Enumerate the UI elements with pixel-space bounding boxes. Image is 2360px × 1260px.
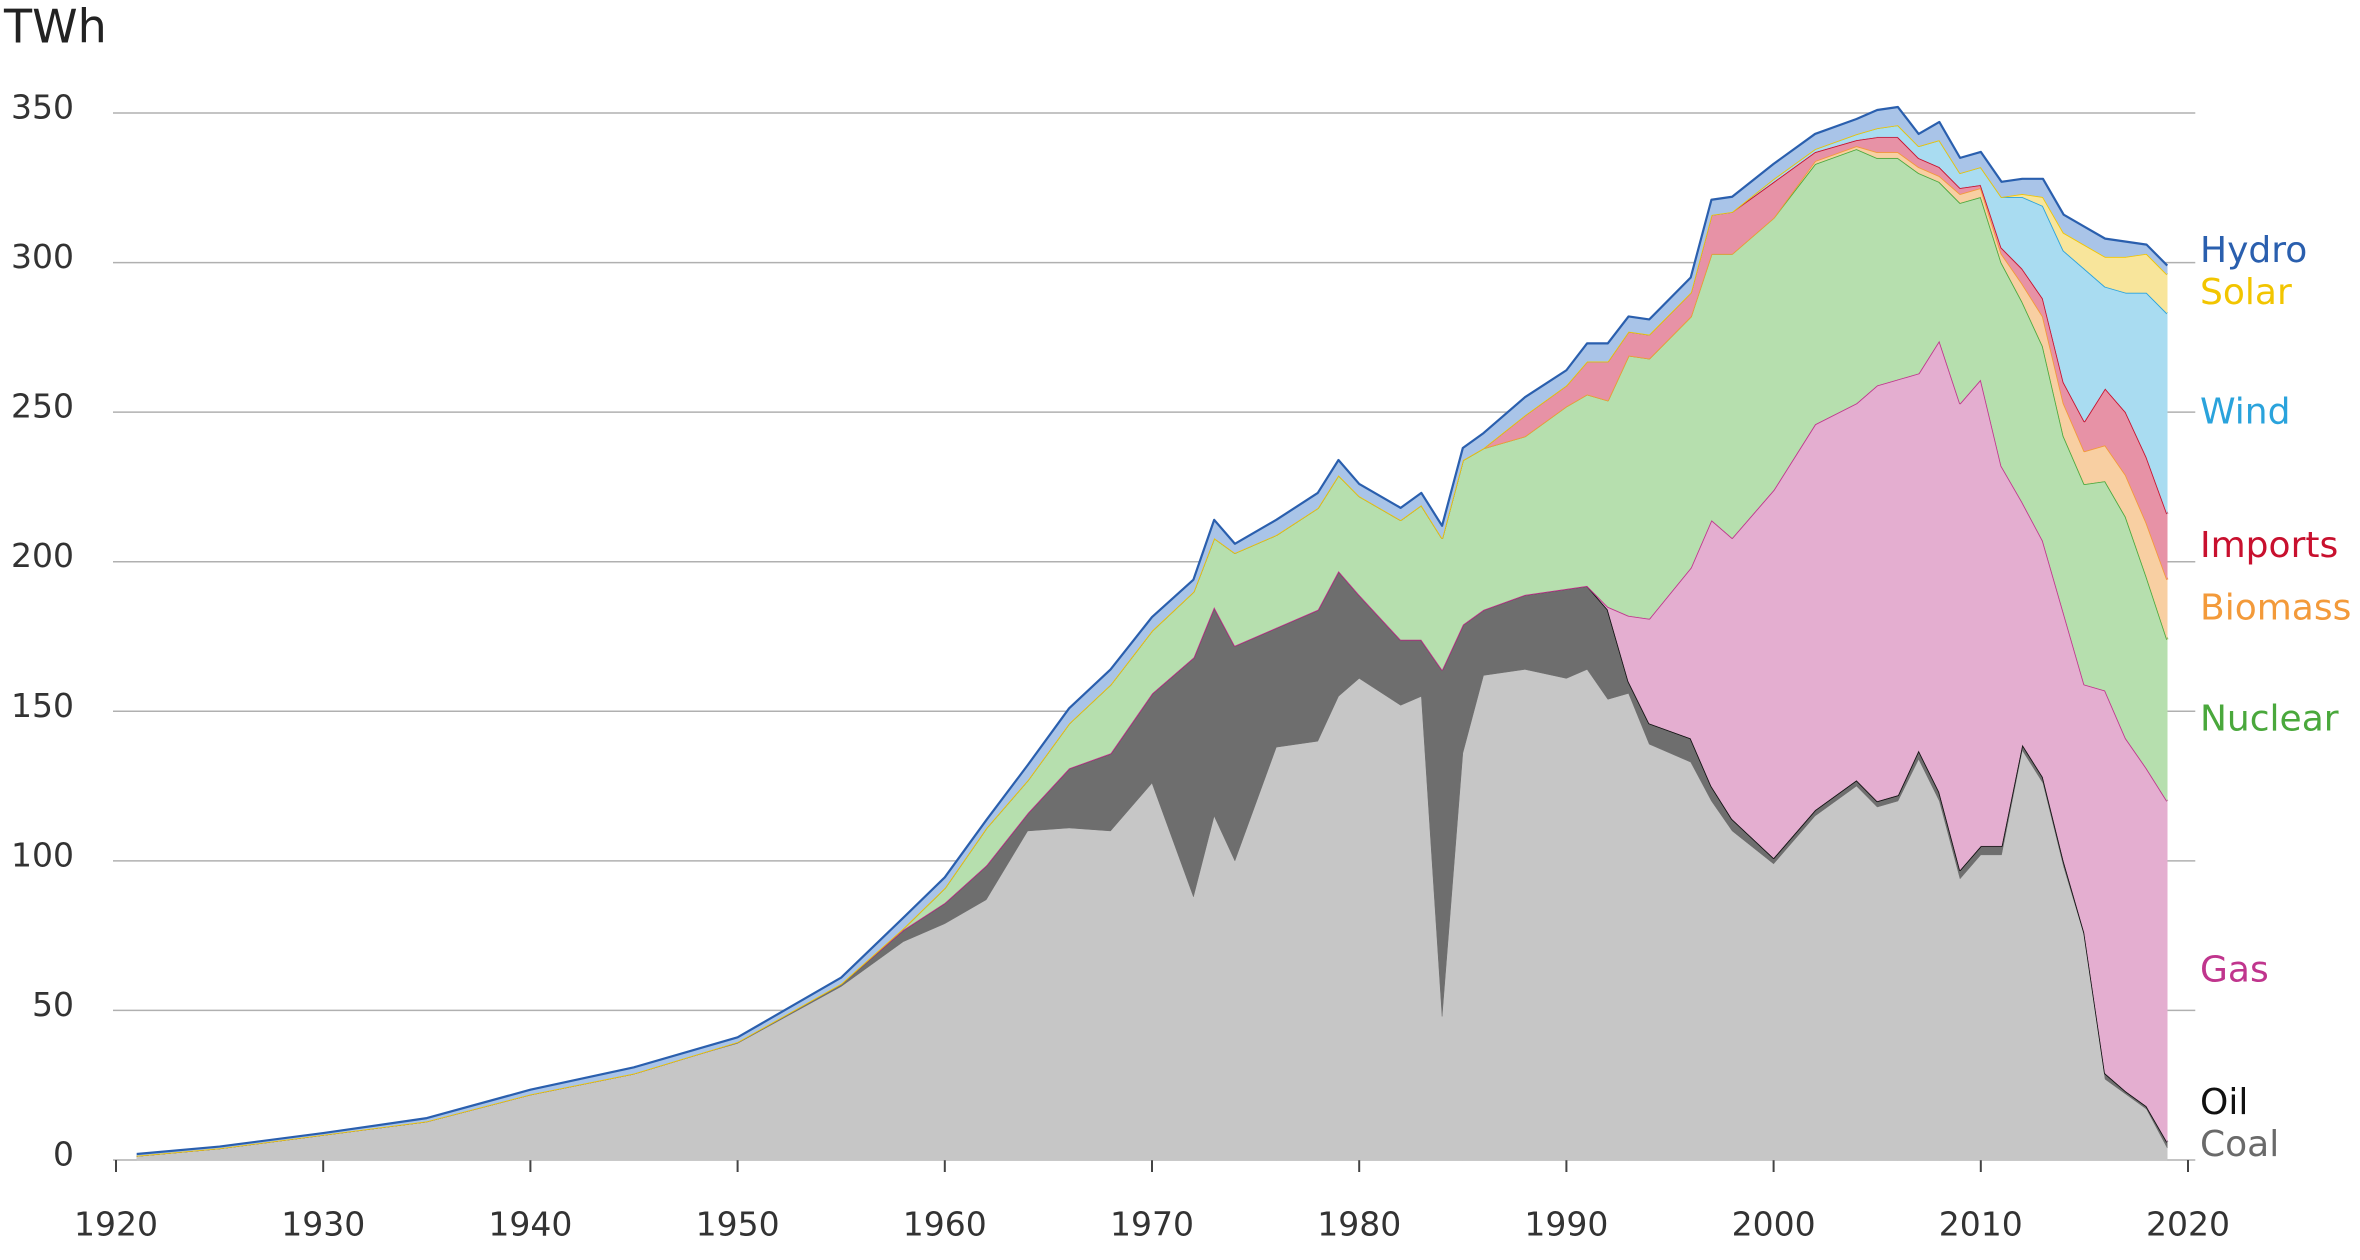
x-tick-label: 1920 [74,1205,158,1244]
x-tick-label: 1930 [281,1205,365,1244]
legend-label: Wind [2200,392,2290,433]
legend-label: Nuclear [2200,698,2339,739]
x-tick-label: 1990 [1524,1205,1608,1244]
x-tick-label: 1940 [488,1205,572,1244]
x-tick-label: 1950 [696,1205,780,1244]
y-tick-label: 100 [11,835,74,874]
y-tick-label: 300 [11,237,74,276]
x-tick-label: 2020 [2146,1205,2230,1244]
legend-label: Hydro [2200,230,2307,271]
x-tick-label: 1970 [1110,1205,1194,1244]
x-tick-label: 2000 [1732,1205,1816,1244]
y-axis-label: TWh [3,0,107,54]
y-tick-label: 250 [11,387,74,426]
legend-label: Gas [2200,950,2269,991]
x-tick-label: 1980 [1317,1205,1401,1244]
y-tick-label: 50 [32,985,74,1024]
x-tick-label: 2010 [1939,1205,2023,1244]
legend-label: Oil [2200,1082,2248,1123]
y-tick-label: 200 [11,536,74,575]
x-tick-label: 1960 [903,1205,987,1244]
area-edge [136,105,2169,1156]
legend-label: Coal [2200,1124,2279,1165]
y-tick-label: 0 [53,1135,74,1174]
y-tick-label: 350 [11,88,74,127]
legend-label: Imports [2200,525,2338,566]
y-tick-label: 150 [11,686,74,725]
legend-label: Biomass [2200,588,2351,629]
legend-label: Solar [2200,272,2292,313]
